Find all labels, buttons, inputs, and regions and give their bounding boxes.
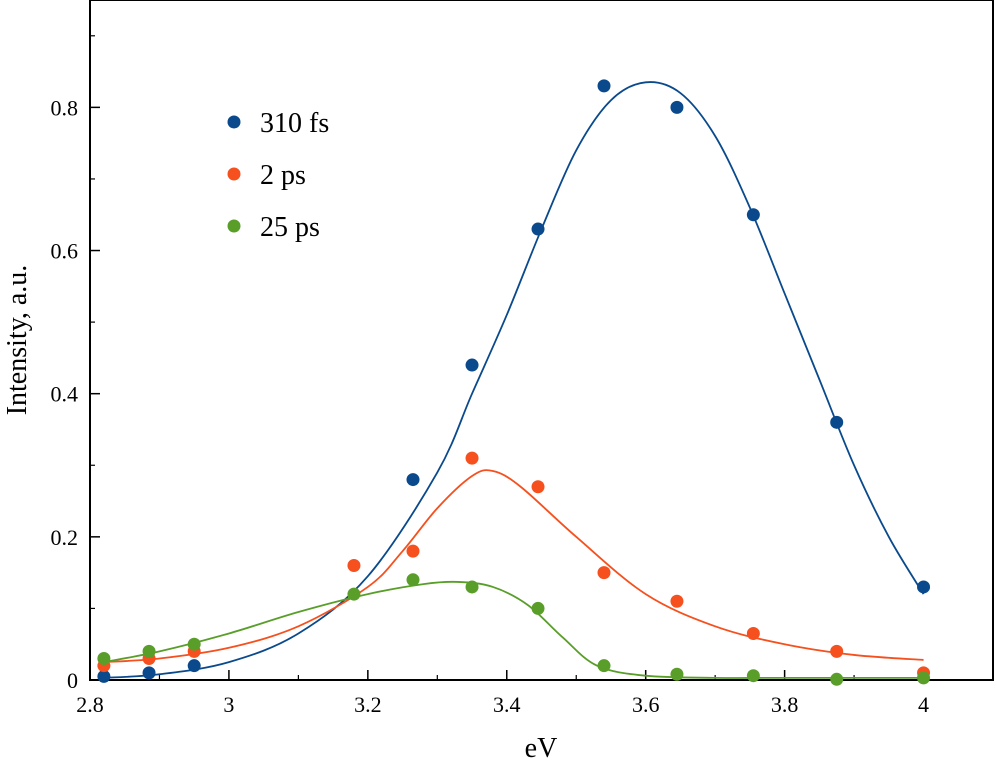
x-tick-label: 2.8 xyxy=(76,692,104,717)
data-point-series-1 xyxy=(142,666,156,680)
plot-frame xyxy=(89,0,994,681)
data-point-series-3 xyxy=(187,637,201,651)
fit-curve-series-1 xyxy=(103,81,925,679)
data-point-series-3 xyxy=(142,644,156,658)
data-points xyxy=(97,79,931,686)
data-point-series-2 xyxy=(406,544,420,558)
x-tick-label: 3 xyxy=(223,692,234,717)
data-point-series-2 xyxy=(597,566,611,580)
data-point-series-2 xyxy=(531,480,545,494)
x-tick-label: 3.6 xyxy=(632,692,660,717)
data-point-series-3 xyxy=(97,652,111,666)
data-point-series-2 xyxy=(670,594,684,608)
data-point-series-1 xyxy=(830,415,844,429)
y-tick-label: 0 xyxy=(67,668,78,693)
x-tick-label: 3.4 xyxy=(493,692,521,717)
data-point-series-1 xyxy=(746,208,760,222)
data-point-series-1 xyxy=(465,358,479,372)
legend-marker xyxy=(227,219,241,233)
data-point-series-3 xyxy=(465,580,479,594)
x-tick-label: 4 xyxy=(918,692,929,717)
data-point-series-3 xyxy=(347,587,361,601)
data-point-series-3 xyxy=(670,667,684,681)
x-tick-label: 3.2 xyxy=(354,692,382,717)
data-point-series-1 xyxy=(97,669,111,683)
legend-label: 25 ps xyxy=(260,212,320,243)
data-point-series-2 xyxy=(746,626,760,640)
data-point-series-2 xyxy=(830,644,844,658)
data-point-series-1 xyxy=(917,580,931,594)
y-tick-label: 0.8 xyxy=(51,95,79,120)
legend-marker xyxy=(227,167,241,181)
data-point-series-1 xyxy=(406,473,420,487)
data-point-series-3 xyxy=(830,672,844,686)
data-point-series-3 xyxy=(406,573,420,587)
legend-label: 310 fs xyxy=(260,108,329,139)
data-point-series-1 xyxy=(670,100,684,114)
legend: 310 fs 2 ps 25 ps xyxy=(227,108,329,243)
data-point-series-2 xyxy=(347,558,361,572)
x-tick-label: 3.8 xyxy=(771,692,799,717)
fit-curve-series-3 xyxy=(103,580,924,679)
ticks: 2.8 3 3.2 3.4 3.6 3.8 4 0 0.2 0.4 0.6 0.8 xyxy=(51,35,929,717)
data-point-series-3 xyxy=(597,659,611,673)
data-point-series-1 xyxy=(187,659,201,673)
y-tick-label: 0.4 xyxy=(51,382,79,407)
fit-curves xyxy=(103,81,925,679)
data-point-series-1 xyxy=(597,79,611,93)
data-point-series-3 xyxy=(746,669,760,683)
y-tick-label: 0.6 xyxy=(51,239,79,264)
data-point-series-1 xyxy=(531,222,545,236)
legend-marker xyxy=(227,115,241,129)
x-axis-title: eV xyxy=(525,733,558,764)
y-tick-label: 0.2 xyxy=(51,525,79,550)
data-point-series-2 xyxy=(465,451,479,465)
data-point-series-3 xyxy=(917,671,931,685)
y-axis-title: Intensity, a.u. xyxy=(2,265,33,416)
legend-label: 2 ps xyxy=(260,160,306,191)
data-point-series-3 xyxy=(531,601,545,615)
